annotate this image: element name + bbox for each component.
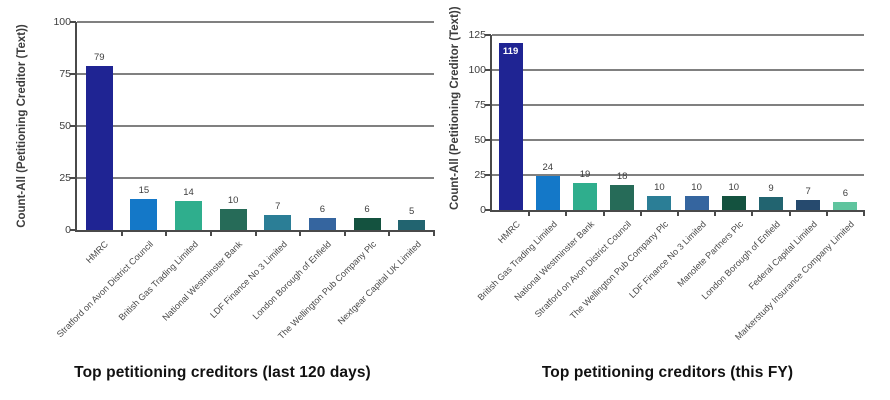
gridline — [492, 69, 864, 71]
x-axis-tick — [433, 230, 435, 236]
bar-markerstudy-insurance-company-limited[interactable] — [833, 201, 858, 210]
y-axis-tick — [70, 125, 76, 127]
y-axis-tick — [485, 174, 491, 176]
x-axis-tick — [209, 230, 212, 236]
bar-stratford-on-avon-district-council[interactable] — [610, 184, 635, 210]
y-tick-label: 100 — [468, 64, 486, 76]
x-axis-tick — [165, 230, 168, 236]
bar-value-label: 6 — [364, 203, 370, 215]
bar-value-label: 18 — [616, 170, 628, 182]
gridline — [492, 34, 864, 36]
gridline — [492, 139, 864, 141]
bar-stratford-on-avon-district-council[interactable] — [130, 198, 158, 230]
x-axis-tick — [388, 230, 391, 236]
bar-national-westminster-bank[interactable] — [573, 183, 597, 210]
y-axis-tick — [70, 177, 76, 179]
bar-ldf-finance-no-3-limited[interactable] — [264, 215, 292, 230]
bar-value-label: 119 — [502, 46, 519, 58]
bar-value-label: 14 — [183, 186, 194, 198]
x-axis-tick — [677, 210, 679, 216]
y-tick-label: 0 — [65, 224, 71, 236]
bar-hmrc[interactable] — [498, 43, 523, 210]
bar-value-label: 10 — [728, 182, 740, 193]
gridline — [77, 125, 434, 127]
bar-value-label: 9 — [768, 183, 774, 195]
x-axis-tick — [788, 210, 791, 216]
bar-value-label: 6 — [319, 203, 326, 215]
bar-ldf-finance-no-3-limited[interactable] — [684, 196, 709, 210]
y-axis-tick — [485, 34, 491, 36]
bar-value-label: 7 — [275, 201, 281, 213]
bar-british-gas-trading-limited[interactable] — [535, 176, 560, 210]
bar-value-label: 10 — [691, 182, 702, 193]
category-label: London Borough of Enfield — [699, 219, 783, 302]
gridline — [77, 73, 434, 75]
category-label: Federal Capital Limited — [746, 219, 820, 292]
bar-value-label: 24 — [542, 162, 554, 174]
x-axis-tick — [714, 210, 717, 216]
y-axis-label: Count-All (Petitioning Creditor (Text)) — [449, 6, 461, 210]
bar-value-label: 79 — [94, 51, 105, 63]
y-tick-label: 0 — [480, 204, 486, 216]
y-axis-tick — [70, 229, 76, 231]
y-axis-label: Count-All (Petitioning Creditor (Text)) — [16, 24, 28, 228]
x-axis-tick — [343, 230, 346, 236]
x-axis-tick — [254, 230, 257, 236]
bar-london-borough-of-enfield[interactable] — [759, 197, 783, 210]
y-tick-label: 50 — [474, 134, 486, 146]
bar-value-label: 15 — [138, 184, 150, 196]
bar-value-label: 10 — [227, 195, 239, 207]
bar-london-borough-of-enfield[interactable] — [308, 217, 336, 230]
x-axis-tick — [825, 210, 828, 216]
y-axis-tick — [485, 139, 491, 141]
y-tick-label: 25 — [59, 172, 71, 184]
gridline — [77, 21, 434, 23]
x-axis-tick — [528, 210, 531, 216]
chart-top-petitioning-creditors-this-fy: Count-All (Petitioning Creditor (Text)) … — [445, 0, 890, 400]
x-axis-tick — [639, 210, 642, 216]
x-axis-tick — [120, 230, 123, 236]
gridline — [492, 104, 864, 106]
y-axis-tick — [485, 209, 491, 211]
y-axis-tick — [485, 69, 491, 71]
bar-british-gas-trading-limited[interactable] — [175, 200, 203, 230]
bar-value-label: 5 — [409, 205, 415, 217]
y-axis-tick — [485, 104, 491, 106]
bar-hmrc[interactable] — [85, 65, 113, 230]
bar-the-wellington-pub-company-plc[interactable] — [647, 196, 672, 210]
bar-value-label: 6 — [842, 187, 849, 199]
x-axis-tick — [602, 210, 605, 216]
y-tick-label: 75 — [474, 99, 486, 111]
category-label: Markerstudy Insurance Company Limited — [733, 219, 857, 343]
bar-national-westminster-bank[interactable] — [219, 209, 247, 230]
x-axis-tick — [863, 210, 865, 216]
bar-value-label: 19 — [579, 169, 591, 181]
y-tick-label: 50 — [59, 120, 71, 132]
gridline — [492, 174, 864, 176]
y-tick-label: 75 — [59, 68, 71, 80]
y-axis-tick — [70, 21, 76, 23]
chart-title: Top petitioning creditors (last 120 days… — [74, 364, 371, 381]
bar-value-label: 10 — [654, 182, 665, 193]
x-axis-tick — [751, 210, 754, 216]
gridline — [77, 177, 434, 179]
bar-value-label: 7 — [805, 186, 811, 198]
plot-area: 0 25 50 75 100 79 HMRC 15 Stratford on Avon Dist… — [53, 16, 435, 341]
y-tick-label: 100 — [53, 16, 71, 28]
x-axis-tick — [299, 230, 302, 236]
chart-title: Top petitioning creditors (this FY) — [541, 364, 794, 381]
plot-area: 0 25 50 75 100 125 119 HMRC 24 British Gas Tradin… — [468, 29, 865, 342]
bar-nextgear-capital-uk-limited[interactable] — [398, 219, 426, 230]
x-axis-tick — [565, 210, 568, 216]
bar-federal-capital-limited[interactable] — [796, 200, 821, 210]
y-tick-label: 125 — [468, 29, 486, 41]
bar-the-wellington-pub-company-plc[interactable] — [353, 217, 381, 230]
y-tick-label: 25 — [474, 169, 486, 181]
y-axis-tick — [70, 73, 76, 75]
chart-top-petitioning-creditors-last-120-days: Count-All (Petitioning Creditor (Text)) … — [16, 16, 435, 381]
bar-manolete-partners-plc[interactable] — [721, 196, 746, 210]
